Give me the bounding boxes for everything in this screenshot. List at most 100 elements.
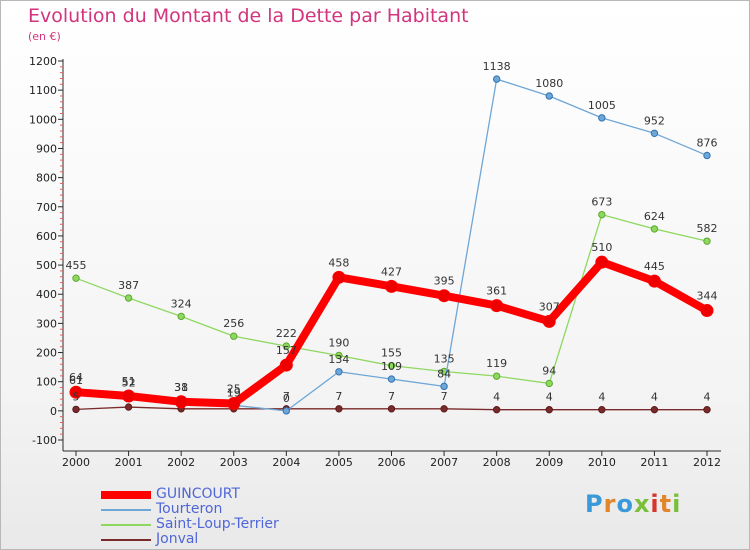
data-label-jonval: 4 xyxy=(704,391,711,404)
x-tick-label: 2012 xyxy=(693,456,721,469)
data-label-saint-loup-terrier: 135 xyxy=(434,352,455,365)
data-label-saint-loup-terrier: 119 xyxy=(486,357,507,370)
data-label-guincourt: 427 xyxy=(381,265,402,278)
data-point-guincourt[interactable] xyxy=(595,255,609,269)
data-label-jonval: 5 xyxy=(73,390,80,403)
data-point-saint-loup-terrier[interactable] xyxy=(230,332,238,340)
data-point-jonval[interactable] xyxy=(335,405,343,413)
legend-label-jonval: Jonval xyxy=(156,531,199,547)
data-point-tourteron[interactable] xyxy=(703,151,711,160)
x-tick-label: 2004 xyxy=(272,456,300,469)
data-point-tourteron[interactable] xyxy=(282,407,291,415)
chart-axes: -100 0 100 200 300 400 500 600 700 800 900 1000 1100… xyxy=(29,55,721,469)
data-point-guincourt[interactable] xyxy=(122,389,136,403)
x-tick-label: 2005 xyxy=(325,456,353,469)
data-label-tourteron: 109 xyxy=(381,360,402,373)
data-label-saint-loup-terrier: 582 xyxy=(697,222,718,235)
data-point-tourteron[interactable] xyxy=(598,114,606,122)
data-point-guincourt[interactable] xyxy=(700,304,714,318)
data-label-tourteron: 1080 xyxy=(535,77,563,90)
data-point-saint-loup-terrier[interactable] xyxy=(282,342,291,350)
data-point-saint-loup-terrier[interactable] xyxy=(545,379,553,388)
data-point-guincourt[interactable] xyxy=(437,289,451,303)
data-label-tourteron: 61 xyxy=(69,374,83,387)
x-tick-label: 2001 xyxy=(115,456,143,469)
data-label-jonval: 4 xyxy=(493,391,500,404)
data-point-guincourt[interactable] xyxy=(385,279,398,293)
data-point-jonval[interactable] xyxy=(650,405,659,414)
data-point-saint-loup-terrier[interactable] xyxy=(124,294,133,302)
data-label-guincourt: 344 xyxy=(697,290,718,303)
y-tick-label: 0 xyxy=(50,405,57,418)
legend-swatch-jonval xyxy=(101,538,151,541)
data-label-saint-loup-terrier: 256 xyxy=(223,317,244,330)
data-point-jonval[interactable] xyxy=(703,405,711,414)
data-label-saint-loup-terrier: 624 xyxy=(644,210,665,223)
data-label-guincourt: 25 xyxy=(227,383,241,396)
data-point-tourteron[interactable] xyxy=(387,375,396,383)
data-point-guincourt[interactable] xyxy=(490,299,504,313)
y-tick-label: 200 xyxy=(36,347,57,360)
data-point-guincourt[interactable] xyxy=(542,314,556,328)
data-point-saint-loup-terrier[interactable] xyxy=(598,210,606,219)
data-label-jonval: 7 xyxy=(388,390,395,403)
data-point-jonval[interactable] xyxy=(72,405,80,414)
data-point-saint-loup-terrier[interactable] xyxy=(703,237,711,245)
data-point-saint-loup-terrier[interactable] xyxy=(492,372,501,380)
legend-swatch-saint-loup-terrier xyxy=(101,523,151,526)
data-label-tourteron: 84 xyxy=(437,367,451,380)
data-point-jonval[interactable] xyxy=(545,405,553,414)
chart-unit-label: (en €) xyxy=(28,30,61,43)
series-layer xyxy=(69,75,714,415)
data-label-saint-loup-terrier: 155 xyxy=(381,347,402,360)
data-point-tourteron[interactable] xyxy=(650,129,659,138)
data-point-guincourt[interactable] xyxy=(174,395,188,409)
data-point-guincourt[interactable] xyxy=(69,385,83,399)
y-tick-label: 800 xyxy=(36,172,57,185)
data-label-guincourt: 395 xyxy=(434,275,455,288)
data-point-jonval[interactable] xyxy=(492,405,501,414)
data-label-saint-loup-terrier: 190 xyxy=(328,336,349,349)
data-label-tourteron: 38 xyxy=(174,381,188,394)
data-label-tourteron: 52 xyxy=(122,377,136,390)
data-point-saint-loup-terrier[interactable] xyxy=(335,351,343,360)
y-tick-label: 400 xyxy=(36,288,57,301)
chart-title: Evolution du Montant de la Dette par Hab… xyxy=(28,5,469,27)
data-point-jonval[interactable] xyxy=(387,405,396,413)
data-point-tourteron[interactable] xyxy=(440,382,448,391)
data-point-jonval[interactable] xyxy=(124,403,133,411)
data-label-guincourt: 361 xyxy=(486,285,507,298)
data-point-jonval[interactable] xyxy=(440,405,448,413)
data-point-saint-loup-terrier[interactable] xyxy=(650,225,659,233)
data-point-jonval[interactable] xyxy=(598,405,606,414)
data-label-tourteron: 1005 xyxy=(588,99,616,112)
data-label-tourteron: 876 xyxy=(697,136,718,149)
data-label-guincourt: 307 xyxy=(539,300,560,313)
x-tick-label: 2009 xyxy=(535,456,563,469)
data-label-guincourt: 31 xyxy=(174,381,188,394)
data-point-guincourt[interactable] xyxy=(279,358,293,372)
data-label-tourteron: 19 xyxy=(227,386,241,399)
y-tick-label: 300 xyxy=(36,317,57,330)
data-point-tourteron[interactable] xyxy=(335,368,343,376)
x-tick-label: 2011 xyxy=(640,456,668,469)
data-point-saint-loup-terrier[interactable] xyxy=(177,312,185,321)
data-label-jonval: 7 xyxy=(283,390,290,403)
x-tick-label: 2000 xyxy=(62,456,90,469)
data-point-guincourt[interactable] xyxy=(647,274,661,288)
data-label-saint-loup-terrier: 387 xyxy=(118,279,139,292)
data-point-tourteron[interactable] xyxy=(492,75,501,83)
y-tick-label: 900 xyxy=(36,142,57,155)
data-point-saint-loup-terrier[interactable] xyxy=(387,361,396,370)
data-point-guincourt[interactable] xyxy=(332,270,346,284)
y-tick-label: 1100 xyxy=(29,84,57,97)
y-tick-label: 700 xyxy=(36,201,57,214)
y-tick-label: 1000 xyxy=(29,113,57,126)
data-label-guincourt: 51 xyxy=(122,375,136,388)
data-label-jonval: 4 xyxy=(651,391,658,404)
data-point-tourteron[interactable] xyxy=(545,92,553,100)
data-label-jonval: 7 xyxy=(441,390,448,403)
x-tick-label: 2008 xyxy=(483,456,511,469)
data-point-guincourt[interactable] xyxy=(227,397,241,411)
data-point-saint-loup-terrier[interactable] xyxy=(72,274,80,282)
